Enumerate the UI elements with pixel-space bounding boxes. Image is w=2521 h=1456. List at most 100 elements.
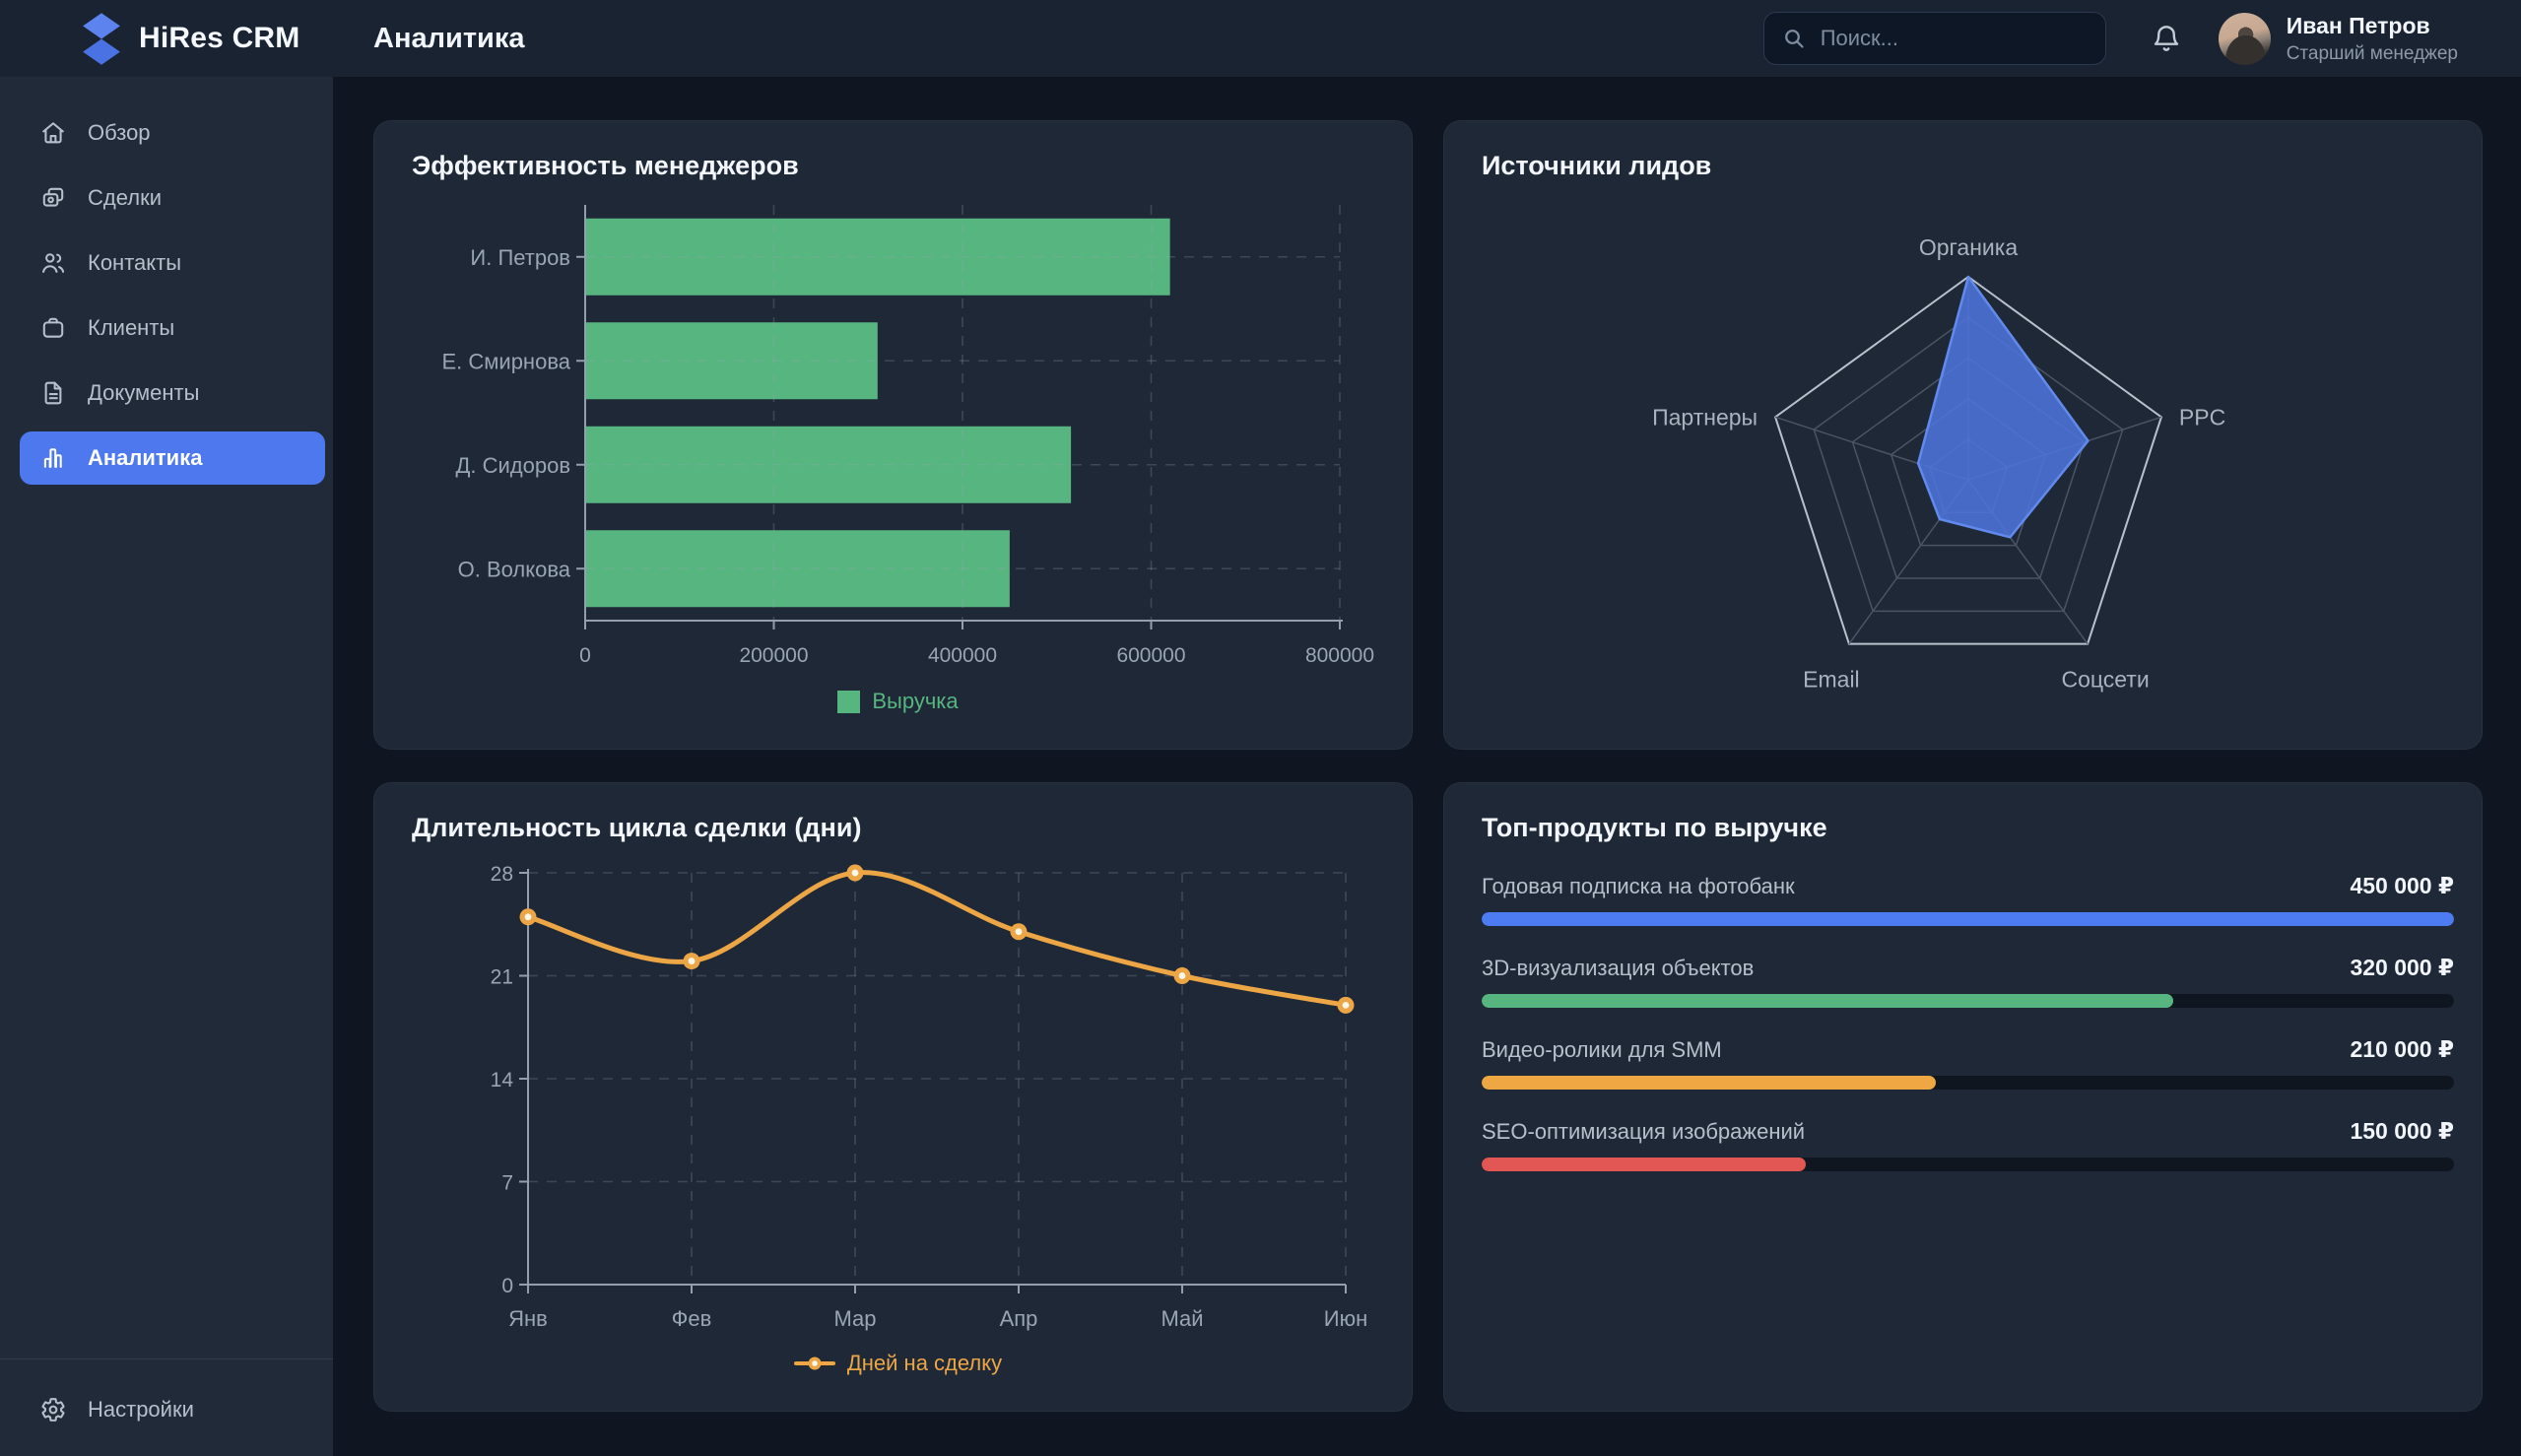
product-progress-fill — [1482, 1158, 1806, 1171]
chart-label: Партнеры — [1652, 404, 1758, 430]
notifications-bell-icon[interactable] — [2152, 24, 2181, 53]
product-label: Годовая подписка на фотобанк — [1482, 874, 1795, 898]
topbar: HiRes CRM Аналитика Иван Петров Старший … — [0, 0, 2521, 77]
chart-label: 0 — [501, 1275, 513, 1297]
product-progress-fill — [1482, 994, 2173, 1008]
product-row: Годовая подписка на фотобанк 450 000 ₽ — [1482, 873, 2454, 926]
sidebar-nav: Обзор Сделки Контакты Клиенты Документы Анали… — [0, 77, 333, 1358]
legend-swatch — [837, 690, 861, 713]
card-title: Эффективность менеджеров — [412, 151, 799, 180]
sidebar-item-label: Документы — [88, 380, 200, 405]
radar-data-polygon — [1916, 275, 2090, 539]
card-deal-cycle: Длительность цикла сделки (дни) 0 7 14 21 28… — [373, 782, 1413, 1412]
card-title: Длительность цикла сделки (дни) — [412, 813, 862, 842]
card-top-products: Топ-продукты по выручке Годовая подписка… — [1443, 782, 2483, 1412]
top-products-list: Годовая подписка на фотобанк 450 000 ₽ 3D-… — [1482, 873, 2454, 1200]
product-label: Видео-ролики для SMM — [1482, 1037, 1722, 1062]
sidebar-item-label: Обзор — [88, 120, 151, 145]
product-progress-track — [1482, 1076, 2454, 1090]
settings-icon — [40, 1397, 66, 1423]
product-value: 450 000 ₽ — [2350, 873, 2454, 898]
radar-chart: Органика PPC Соцсети Email Партнеры — [1482, 197, 2454, 723]
product-progress-track — [1482, 1158, 2454, 1171]
topbar-right: Иван Петров Старший менеджер — [1762, 12, 2521, 65]
radar-chart-svg: Органика PPC Соцсети Email Партнеры — [1652, 234, 2225, 693]
sidebar-item-label: Настройки — [88, 1397, 194, 1422]
brand-name: HiRes CRM — [139, 22, 300, 54]
card-managers-efficiency: Эффективность менеджеров И. Петров Е. Сми… — [373, 120, 1413, 750]
sidebar: Обзор Сделки Контакты Клиенты Документы Анали… — [0, 77, 333, 1456]
chart-label: Апр — [1000, 1306, 1038, 1331]
chart-label: PPC — [2179, 404, 2225, 430]
bar — [585, 322, 878, 400]
brand-logo[interactable]: HiRes CRM — [0, 12, 300, 66]
clients-icon — [40, 315, 66, 341]
product-row: 3D-визуализация объектов 320 000 ₽ — [1482, 955, 2454, 1008]
sidebar-item-label: Клиенты — [88, 315, 175, 340]
product-label: 3D-визуализация объектов — [1482, 956, 1755, 980]
bar-chart: И. Петров Е. Смирнова Д. Сидоров О. Волкова… — [412, 197, 1384, 680]
legend-label: Выручка — [872, 689, 959, 713]
search-box[interactable] — [1762, 12, 2106, 65]
contacts-icon — [40, 250, 66, 276]
sidebar-item-clients[interactable]: Клиенты — [20, 301, 325, 355]
product-progress-fill — [1482, 912, 2454, 926]
card-title: Топ-продукты по выручке — [1482, 813, 1827, 842]
product-value: 320 000 ₽ — [2350, 955, 2454, 980]
sidebar-footer: Настройки — [0, 1358, 333, 1456]
card-lead-sources: Источники лидов Органика PPC Соцсети Email П… — [1443, 120, 2483, 750]
chart-label: 400000 — [928, 644, 997, 667]
product-value: 210 000 ₽ — [2350, 1036, 2454, 1062]
product-label: SEO-оптимизация изображений — [1482, 1119, 1806, 1144]
user-avatar[interactable] — [2218, 12, 2271, 65]
bar-chart-legend: Выручка — [412, 680, 1384, 723]
chart-label: Email — [1803, 667, 1860, 693]
user-role: Старший менеджер — [2286, 42, 2458, 64]
dashboard-grid: Эффективность менеджеров И. Петров Е. Сми… — [333, 77, 2521, 1456]
product-head: 3D-визуализация объектов 320 000 ₽ — [1482, 955, 2454, 981]
search-input[interactable] — [1818, 25, 2088, 52]
sidebar-item-contacts[interactable]: Контакты — [20, 236, 325, 290]
product-head: Видео-ролики для SMM 210 000 ₽ — [1482, 1036, 2454, 1063]
sidebar-item-overview[interactable]: Обзор — [20, 106, 325, 160]
deals-icon — [40, 185, 66, 211]
line-chart-svg: 0 7 14 21 28 Янв Фев Мар Апр Май Июн — [491, 863, 1368, 1331]
sidebar-item-analytics[interactable]: Аналитика — [20, 431, 325, 485]
chart-label: 200000 — [739, 644, 808, 667]
documents-icon — [40, 380, 66, 406]
chart-label: Е. Смирнова — [442, 349, 571, 373]
chart-label: Май — [1161, 1306, 1203, 1331]
page-title: Аналитика — [373, 22, 525, 54]
chart-label: 0 — [579, 644, 591, 667]
chart-label: 14 — [491, 1069, 514, 1092]
line-series-path — [525, 870, 1349, 1008]
search-icon — [1784, 30, 1804, 48]
product-head: SEO-оптимизация изображений 150 000 ₽ — [1482, 1118, 2454, 1145]
product-value: 150 000 ₽ — [2350, 1118, 2454, 1144]
chart-label: Янв — [508, 1306, 548, 1331]
bar — [585, 530, 1010, 608]
card-title: Источники лидов — [1482, 151, 1712, 180]
legend-label: Дней на сделку — [846, 1351, 1003, 1375]
sidebar-item-documents[interactable]: Документы — [20, 366, 325, 420]
line-chart-legend: Дней на сделку — [412, 1342, 1384, 1385]
user-info: Иван Петров Старший менеджер — [2287, 13, 2458, 65]
product-progress-track — [1482, 912, 2454, 926]
chart-label: 800000 — [1305, 644, 1374, 667]
product-progress-track — [1482, 994, 2454, 1008]
chart-label: О. Волкова — [458, 557, 571, 581]
bar — [585, 426, 1072, 503]
chart-label: И. Петров — [470, 245, 570, 270]
sidebar-item-deals[interactable]: Сделки — [20, 171, 325, 225]
legend-line-marker — [793, 1357, 835, 1370]
product-head: Годовая подписка на фотобанк 450 000 ₽ — [1482, 873, 2454, 899]
logo-diamonds-icon — [81, 12, 122, 66]
sidebar-item-label: Аналитика — [88, 445, 203, 470]
chart-label: Органика — [1919, 234, 2018, 260]
chart-label: Июн — [1324, 1306, 1367, 1331]
chart-label: 7 — [501, 1172, 513, 1195]
chart-label: Фев — [672, 1306, 712, 1331]
analytics-icon — [40, 445, 66, 471]
chart-label: 600000 — [1116, 644, 1185, 667]
sidebar-item-settings[interactable]: Настройки — [20, 1383, 325, 1436]
